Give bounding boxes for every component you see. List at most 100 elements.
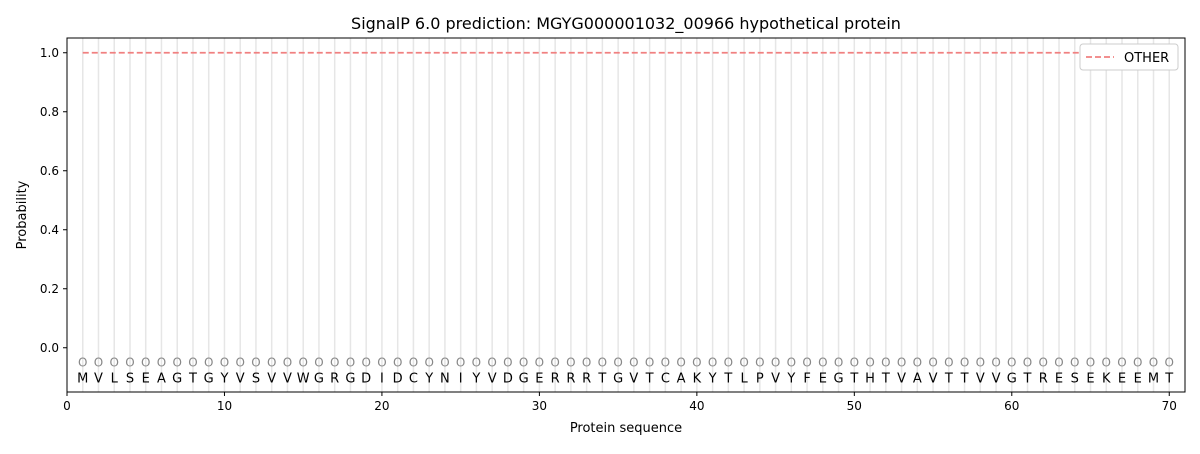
residue-label: G [172,371,182,386]
residue-label: G [345,371,355,386]
predicted-label: O [881,356,890,370]
predicted-label: O [1133,356,1142,370]
predicted-label: O [487,356,496,370]
predicted-label: O [235,356,244,370]
residue-label: Y [786,371,795,386]
predicted-label: O [771,356,780,370]
x-tick-label: 30 [532,399,547,413]
predicted-label: O [944,356,953,370]
residue-label: S [126,371,134,386]
predicted-label: O [1023,356,1032,370]
predicted-label: O [393,356,402,370]
legend-label-other: OTHER [1124,51,1169,66]
predicted-label: O [409,356,418,370]
residue-label: E [1086,371,1094,386]
y-tick-label: 0.6 [40,164,59,178]
residue-label: D [503,371,513,386]
predicted-label: O [330,356,339,370]
predicted-label: O [865,356,874,370]
residue-label: A [913,371,922,386]
predicted-label: O [991,356,1000,370]
predicted-label: O [1102,356,1111,370]
residue-label: T [849,371,858,386]
residue-label: Y [471,371,480,386]
residue-label: V [897,371,906,386]
residue-label: R [566,371,575,386]
residue-label: N [440,371,450,386]
residue-label: W [297,371,310,386]
predicted-label: O [645,356,654,370]
residue-label: T [881,371,890,386]
x-tick-label: 70 [1162,399,1177,413]
predicted-label: O [346,356,355,370]
residue-label: L [740,371,748,386]
predicted-label: O [802,356,811,370]
chart-title: SignalP 6.0 prediction: MGYG000001032_00… [351,14,901,34]
predicted-label: O [110,356,119,370]
x-tick-label: 10 [217,399,232,413]
legend: OTHER [1079,43,1179,71]
residue-label: G [1007,371,1017,386]
residue-label: T [597,371,606,386]
predicted-label: O [755,356,764,370]
predicted-label: O [818,356,827,370]
residue-label: M [1148,371,1159,386]
predicted-label: O [787,356,796,370]
residue-label: T [188,371,197,386]
predicted-label: O [157,356,166,370]
residue-label: S [1071,371,1079,386]
y-tick-label: 0.4 [40,223,59,237]
x-tick-label: 60 [1004,399,1019,413]
residue-label: T [944,371,953,386]
predicted-label: O [125,356,134,370]
predicted-label: O [314,356,323,370]
residue-label: H [865,371,875,386]
residue-label: E [142,371,150,386]
predicted-label: O [424,356,433,370]
predicted-label: O [1149,356,1158,370]
residue-label: G [314,371,324,386]
residue-label: V [976,371,985,386]
residue-label: C [661,371,670,386]
residue-label: P [756,371,764,386]
residue-label: V [236,371,245,386]
y-tick-label: 0.0 [40,341,59,355]
predicted-label: O [172,356,181,370]
predicted-label: O [535,356,544,370]
predicted-label: O [220,356,229,370]
predicted-label: O [188,356,197,370]
predicted-label: O [361,356,370,370]
residue-label: R [330,371,339,386]
y-tick-label: 0.2 [40,282,59,296]
predicted-label: O [1007,356,1016,370]
predicted-label: O [928,356,937,370]
predicted-label: O [550,356,559,370]
predicted-label: O [94,356,103,370]
residue-label: I [380,371,384,386]
residue-label: G [519,371,529,386]
residue-label: A [157,371,166,386]
residue-label: V [283,371,292,386]
x-tick-label: 40 [689,399,704,413]
residue-label: E [1055,371,1063,386]
residue-label: T [1164,371,1173,386]
x-tick-label: 20 [374,399,389,413]
residue-label: V [267,371,276,386]
y-axis-label: Probability [15,180,30,249]
residue-label: M [77,371,88,386]
predicted-label: O [850,356,859,370]
residue-label: E [1118,371,1126,386]
predicted-label: O [1086,356,1095,370]
residue-label: V [629,371,638,386]
residue-label: E [819,371,827,386]
predicted-label: O [456,356,465,370]
residue-label: G [204,371,214,386]
residue-label: D [361,371,371,386]
residue-label: V [771,371,780,386]
residue-label: T [723,371,732,386]
predicted-label: O [298,356,307,370]
predicted-label: O [78,356,87,370]
predicted-label: O [141,356,150,370]
